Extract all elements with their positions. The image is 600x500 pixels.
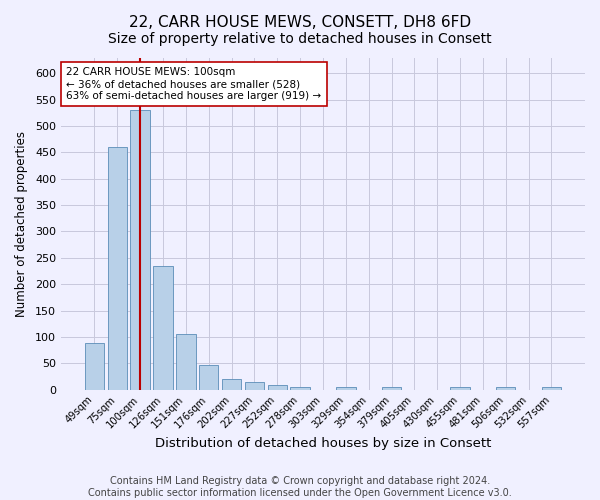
Bar (176, 334, 196, 390)
Bar (154, 266, 173, 390)
Text: 22 CARR HOUSE MEWS: 100sqm
← 36% of detached houses are smaller (528)
63% of sem: 22 CARR HOUSE MEWS: 100sqm ← 36% of deta… (66, 68, 321, 100)
Bar (451, 388, 470, 390)
Bar (85, 343, 104, 390)
Bar (199, 365, 218, 390)
X-axis label: Distribution of detached houses by size in Consett: Distribution of detached houses by size … (155, 437, 491, 450)
Text: 22, CARR HOUSE MEWS, CONSETT, DH8 6FD: 22, CARR HOUSE MEWS, CONSETT, DH8 6FD (129, 15, 471, 30)
Bar (542, 388, 561, 390)
Bar (245, 382, 264, 390)
Text: Size of property relative to detached houses in Consett: Size of property relative to detached ho… (108, 32, 492, 46)
Y-axis label: Number of detached properties: Number of detached properties (15, 130, 28, 316)
Bar (336, 387, 356, 390)
Text: Contains HM Land Registry data © Crown copyright and database right 2024.
Contai: Contains HM Land Registry data © Crown c… (88, 476, 512, 498)
Bar (222, 379, 241, 390)
Bar (107, 147, 127, 390)
Bar (382, 387, 401, 390)
Bar (496, 388, 515, 390)
Bar (290, 387, 310, 390)
Bar (130, 110, 150, 390)
Bar (268, 385, 287, 390)
